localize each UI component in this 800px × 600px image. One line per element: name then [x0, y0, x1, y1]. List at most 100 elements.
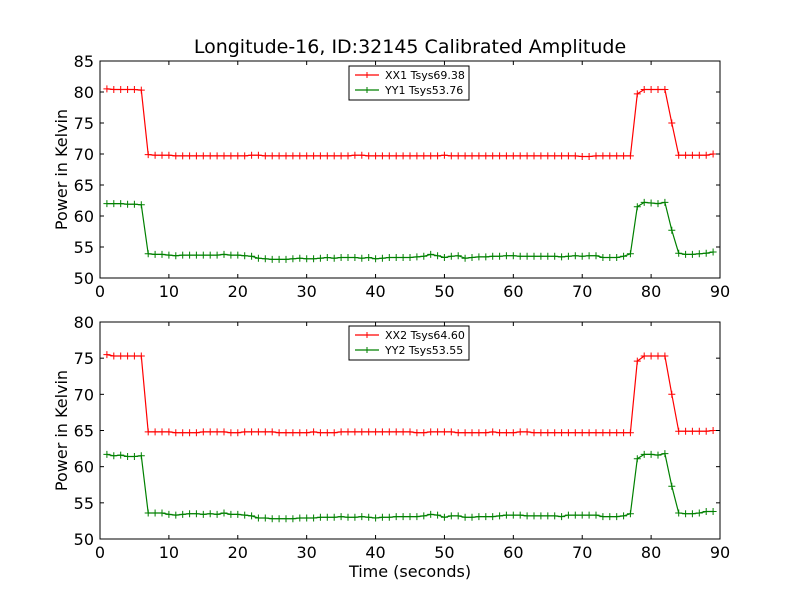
data-point: [179, 429, 187, 437]
data-point: [606, 254, 614, 261]
data-point: [117, 86, 125, 93]
data-point: [585, 511, 593, 519]
data-point: [110, 86, 118, 93]
data-point: [406, 428, 414, 436]
data-point: [709, 427, 717, 434]
data-point: [695, 151, 703, 159]
data-point: [199, 251, 207, 259]
data-point: [509, 152, 517, 160]
data-point: [372, 514, 380, 522]
data-point: [640, 450, 648, 458]
data-point: [323, 429, 331, 437]
data-point: [227, 510, 235, 518]
legend-entry: YY2 Tsys53.55: [384, 344, 463, 357]
series-xx-2: [103, 351, 717, 437]
data-point: [558, 513, 566, 521]
data-point: [179, 510, 187, 518]
data-point: [530, 152, 538, 160]
data-point: [461, 513, 469, 521]
data-point: [234, 152, 242, 160]
data-point: [613, 152, 621, 160]
data-point: [496, 152, 504, 160]
data-point: [709, 248, 717, 256]
legend-frame: [348, 65, 470, 101]
data-point: [702, 508, 710, 515]
data-point: [564, 152, 572, 160]
data-point: [606, 152, 614, 160]
data-point: [358, 513, 366, 521]
data-point: [468, 152, 476, 160]
data-point: [275, 515, 283, 523]
data-point: [620, 429, 628, 437]
data-point: [578, 252, 586, 260]
data-point: [654, 200, 662, 208]
x-tick-label: 10: [159, 282, 179, 301]
data-point: [365, 428, 373, 436]
data-point: [144, 509, 152, 517]
data-point: [509, 252, 517, 260]
data-point: [475, 253, 483, 261]
y-tick-label: 65: [74, 422, 94, 441]
data-point: [275, 255, 283, 263]
data-point: [365, 254, 373, 261]
data-point: [399, 513, 407, 521]
data-point: [165, 428, 173, 436]
data-point: [502, 429, 510, 437]
data-point: [440, 151, 448, 159]
data-point: [544, 429, 552, 437]
data-point: [675, 427, 683, 435]
data-point: [447, 252, 455, 260]
data-point: [496, 252, 504, 260]
data-point: [613, 429, 621, 437]
data-point: [227, 429, 235, 437]
data-point: [592, 429, 600, 437]
data-point: [640, 198, 648, 206]
data-point: [344, 152, 352, 160]
data-point: [585, 429, 593, 437]
y-tick-label: 60: [74, 207, 94, 226]
data-point: [447, 512, 455, 520]
data-point: [434, 152, 442, 160]
x-axis-label: Time (seconds): [348, 562, 471, 581]
top-chart-panel: 0 10 20 30 40 50 60 70 80 90 50 55 60 65 70 75 80 85 Power…: [52, 52, 730, 301]
data-point: [337, 152, 345, 160]
data-point: [461, 254, 469, 262]
data-point: [571, 429, 579, 437]
data-point: [378, 254, 386, 262]
data-point: [516, 428, 524, 436]
data-point: [626, 250, 634, 258]
legend-entry: XX1 Tsys69.38: [385, 69, 465, 82]
data-point: [179, 251, 187, 259]
data-point: [323, 254, 331, 261]
data-point: [688, 250, 696, 258]
y-tick-label: 80: [74, 313, 94, 332]
data-point: [482, 429, 490, 437]
data-point: [695, 509, 703, 517]
data-point: [241, 252, 249, 260]
x-tick-label: 40: [365, 282, 385, 301]
data-point: [261, 514, 269, 522]
data-point: [544, 252, 552, 260]
data-point: [110, 200, 118, 208]
data-point: [344, 254, 352, 261]
data-point: [358, 151, 366, 159]
data-point: [468, 513, 476, 521]
data-point: [440, 254, 448, 261]
data-point: [282, 152, 290, 160]
data-point: [103, 85, 111, 93]
legend-marker: [364, 347, 370, 353]
data-point: [551, 152, 559, 160]
data-point: [303, 514, 311, 522]
data-point: [620, 152, 628, 160]
data-point: [675, 151, 683, 159]
data-point: [571, 252, 579, 260]
data-point: [316, 513, 324, 521]
data-point: [709, 150, 717, 158]
data-point: [482, 152, 490, 160]
data-point: [261, 428, 269, 436]
data-point: [509, 429, 517, 437]
legend: XX1 Tsys69.38 YY1 Tsys53.76: [348, 65, 470, 101]
data-point: [110, 352, 118, 360]
data-point: [578, 511, 586, 519]
